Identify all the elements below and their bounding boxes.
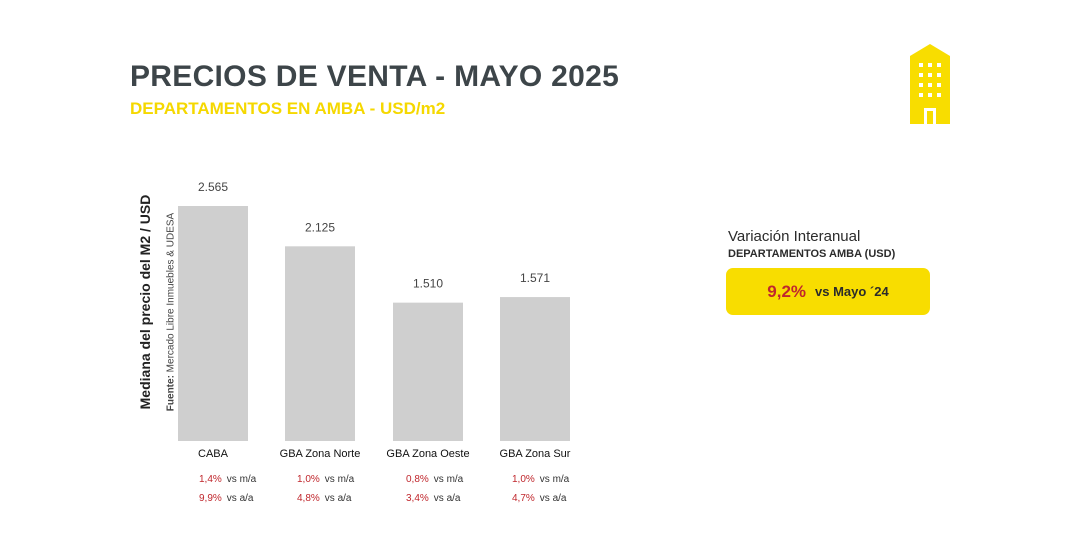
stat-mm-row: 0,8% vs m/a	[406, 470, 463, 489]
category-label: GBA Zona Sur	[500, 448, 571, 460]
bar-gba-zona-oeste	[393, 302, 463, 441]
stat-mm-label: vs m/a	[324, 474, 355, 485]
stat-mm-row: 1,0% vs m/a	[512, 470, 569, 489]
bar-gba-zona-sur	[500, 297, 570, 441]
stat-aa-label: vs a/a	[226, 493, 254, 504]
page-title: PRECIOS DE VENTA - MAYO 2025	[130, 60, 620, 93]
stat-aa-label: vs a/a	[433, 493, 461, 504]
variation-badge: 9,2% vs Mayo ´24	[726, 268, 930, 315]
stat-mm-row: 1,0% vs m/a	[297, 470, 354, 489]
variation-header: Variación Interanual DEPARTAMENTOS AMBA …	[728, 228, 895, 260]
stats-block: 1,0% vs m/a 4,8% vs a/a	[297, 470, 354, 508]
data-label: 1.510	[413, 277, 443, 291]
stat-mm-value: 1,0%	[297, 474, 320, 485]
stat-mm-label: vs m/a	[433, 474, 464, 485]
stat-mm-label: vs m/a	[539, 474, 570, 485]
stat-aa-row: 9,9% vs a/a	[199, 489, 256, 508]
variation-value: 9,2%	[767, 281, 807, 301]
variation-subtitle: DEPARTAMENTOS AMBA (USD)	[728, 248, 896, 260]
building-icon	[910, 44, 950, 124]
stat-aa-row: 4,7% vs a/a	[512, 489, 569, 508]
bar-caba	[178, 206, 248, 441]
stat-aa-label: vs a/a	[539, 493, 567, 504]
stat-aa-label: vs a/a	[324, 493, 352, 504]
bar-gba-zona-norte	[285, 246, 355, 441]
data-label: 2.565	[198, 180, 228, 194]
data-label: 2.125	[305, 220, 335, 234]
category-label: GBA Zona Oeste	[386, 448, 469, 460]
stat-mm-value: 1,4%	[199, 474, 222, 485]
stat-aa-value: 4,7%	[512, 493, 535, 504]
stat-aa-row: 4,8% vs a/a	[297, 489, 354, 508]
stat-aa-value: 4,8%	[297, 493, 320, 504]
stat-aa-row: 3,4% vs a/a	[406, 489, 463, 508]
stat-mm-value: 1,0%	[512, 474, 535, 485]
stat-aa-value: 3,4%	[406, 493, 429, 504]
stat-mm-value: 0,8%	[406, 474, 429, 485]
stats-block: 0,8% vs m/a 3,4% vs a/a	[406, 470, 463, 508]
variation-title: Variación Interanual	[728, 228, 861, 245]
variation-vs: vs Mayo ´24	[815, 284, 889, 299]
stats-block: 1,4% vs m/a 9,9% vs a/a	[199, 470, 256, 508]
stat-mm-label: vs m/a	[226, 474, 257, 485]
stat-aa-value: 9,9%	[199, 493, 222, 504]
stats-block: 1,0% vs m/a 4,7% vs a/a	[512, 470, 569, 508]
stat-mm-row: 1,4% vs m/a	[199, 470, 256, 489]
page-subtitle: DEPARTAMENTOS EN AMBA - USD/m2	[130, 99, 446, 118]
category-label: CABA	[198, 448, 229, 460]
category-label: GBA Zona Norte	[280, 448, 361, 460]
data-label: 1.571	[520, 271, 550, 285]
